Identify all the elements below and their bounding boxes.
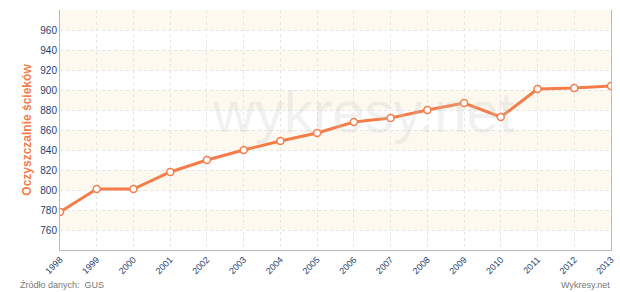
svg-text:880: 880 — [40, 105, 57, 116]
svg-text:800: 800 — [40, 185, 57, 196]
svg-text:780: 780 — [40, 205, 57, 216]
svg-text:2003: 2003 — [227, 255, 248, 276]
svg-text:2002: 2002 — [190, 255, 211, 276]
svg-text:820: 820 — [40, 165, 57, 176]
svg-text:2001: 2001 — [154, 255, 175, 276]
svg-text:900: 900 — [40, 85, 57, 96]
svg-text:2000: 2000 — [117, 255, 138, 276]
svg-text:1998: 1998 — [43, 255, 64, 276]
svg-text:2005: 2005 — [300, 255, 321, 276]
svg-text:860: 860 — [40, 125, 57, 136]
svg-text:2009: 2009 — [447, 255, 468, 276]
svg-text:840: 840 — [40, 145, 57, 156]
svg-text:2012: 2012 — [558, 255, 579, 276]
svg-text:2004: 2004 — [264, 255, 285, 276]
svg-text:2010: 2010 — [484, 255, 505, 276]
svg-text:2008: 2008 — [411, 255, 432, 276]
svg-text:Wykresy.net: Wykresy.net — [561, 280, 610, 290]
svg-text:940: 940 — [40, 45, 57, 56]
svg-text:960: 960 — [40, 25, 57, 36]
svg-text:2013: 2013 — [594, 255, 615, 276]
svg-text:1999: 1999 — [80, 255, 101, 276]
svg-text:2007: 2007 — [374, 255, 395, 276]
svg-text:Źródło danych: GUS: Źródło danych: GUS — [20, 280, 104, 290]
svg-text:2011: 2011 — [521, 255, 542, 276]
svg-text:920: 920 — [40, 65, 57, 76]
svg-text:Oczyszczalnie ścieków: Oczyszczalnie ścieków — [20, 64, 34, 196]
svg-text:wykresy.net: wykresy.net — [212, 79, 515, 144]
svg-text:2006: 2006 — [337, 255, 358, 276]
svg-text:760: 760 — [40, 225, 57, 236]
